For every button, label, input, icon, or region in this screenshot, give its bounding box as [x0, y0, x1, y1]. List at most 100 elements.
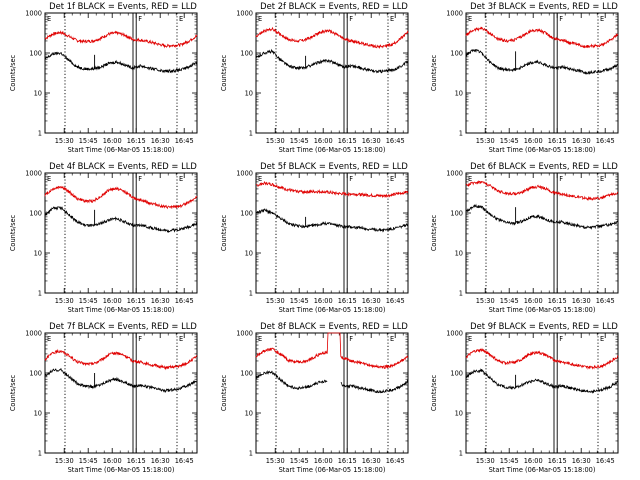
corner-label: E — [258, 15, 262, 23]
x-tick-label: 15:45 — [79, 457, 98, 465]
y-tick-label: 10 — [455, 250, 463, 258]
corner-label: E — [468, 335, 472, 343]
x-tick-label: 15:30 — [476, 457, 495, 465]
x-tick-label: 16:45 — [596, 457, 615, 465]
y-axis-label: Counts/sec — [9, 214, 17, 251]
y-tick-label: 1 — [249, 130, 253, 138]
x-tick-label: 15:30 — [266, 137, 285, 145]
plot-frame — [465, 172, 619, 294]
detector-panel-3: Det 3f BLACK = Events, RED = LLD 1 10 100 10… — [430, 1, 619, 154]
x-axis-label: Start Time (06-Mar-05 15:18:00) — [68, 306, 175, 314]
detector-panel-4: Det 4f BLACK = Events, RED = LLD 1 10 100 10… — [9, 161, 198, 314]
x-tick-label: 15:45 — [500, 297, 519, 305]
x-tick-label: 16:45 — [596, 137, 615, 145]
marker-label: F — [138, 15, 142, 23]
x-tick-label: 15:45 — [79, 297, 98, 305]
x-tick-label: 16:15 — [338, 457, 357, 465]
y-tick-label: 1000 — [446, 330, 463, 338]
marker-label: E — [179, 335, 183, 343]
x-tick-label: 16:00 — [524, 457, 543, 465]
corner-label: E — [258, 175, 262, 183]
marker-label: F — [138, 175, 142, 183]
y-tick-label: 1 — [459, 450, 463, 458]
plot-frame — [44, 332, 198, 454]
y-tick-label: 10 — [455, 90, 463, 98]
x-axis-label: Start Time (06-Mar-05 15:18:00) — [68, 466, 175, 474]
x-tick-label: 16:30 — [572, 297, 591, 305]
y-tick-label: 1000 — [236, 10, 253, 18]
detector-panel-5: Det 5f BLACK = Events, RED = LLD 1 10 100 10… — [220, 161, 409, 314]
x-tick-label: 15:30 — [55, 457, 74, 465]
marker-label: E — [179, 15, 183, 23]
y-tick-label: 100 — [450, 50, 463, 58]
events-line — [44, 206, 198, 233]
y-tick-label: 100 — [240, 210, 253, 218]
x-axis-label: Start Time (06-Mar-05 15:18:00) — [489, 306, 596, 314]
lld-line — [44, 348, 197, 371]
marker-label: E — [600, 15, 604, 23]
marker-label: F — [349, 335, 353, 343]
x-axis-label: Start Time (06-Mar-05 15:18:00) — [489, 466, 596, 474]
x-tick-label: 16:00 — [314, 137, 333, 145]
plot-frame — [255, 332, 409, 454]
x-tick-label: 16:15 — [127, 137, 146, 145]
detector-panel-1: Det 1f BLACK = Events, RED = LLD 1 10 100 10… — [9, 1, 198, 154]
x-tick-label: 15:30 — [55, 297, 74, 305]
y-tick-label: 1000 — [25, 330, 42, 338]
y-tick-label: 1000 — [236, 330, 253, 338]
events-line — [44, 368, 198, 394]
y-axis-label: Counts/sec — [9, 374, 17, 411]
x-tick-label: 15:30 — [476, 137, 495, 145]
x-tick-label: 15:45 — [290, 297, 309, 305]
plot-frame — [465, 12, 619, 134]
y-axis-label: Counts/sec — [220, 54, 228, 91]
x-axis-label: Start Time (06-Mar-05 15:18:00) — [279, 306, 386, 314]
x-tick-label: 16:00 — [314, 297, 333, 305]
y-tick-label: 100 — [29, 50, 42, 58]
lld-line — [465, 347, 619, 370]
corner-label: E — [468, 175, 472, 183]
x-axis-label: Start Time (06-Mar-05 15:18:00) — [279, 466, 386, 474]
y-tick-label: 100 — [29, 370, 42, 378]
x-tick-label: 15:45 — [79, 137, 98, 145]
marker-label: E — [390, 335, 394, 343]
marker-label: E — [600, 335, 604, 343]
y-tick-label: 1000 — [446, 170, 463, 178]
x-tick-label: 16:45 — [175, 297, 194, 305]
x-tick-label: 16:45 — [386, 457, 405, 465]
x-axis-label: Start Time (06-Mar-05 15:18:00) — [68, 146, 175, 154]
y-tick-label: 10 — [245, 250, 253, 258]
plot-frame — [44, 172, 198, 294]
y-axis-label: Counts/sec — [220, 374, 228, 411]
y-tick-label: 1000 — [25, 170, 42, 178]
panel-title: Det 7f BLACK = Events, RED = LLD — [49, 321, 197, 331]
x-tick-label: 15:30 — [476, 297, 495, 305]
y-tick-label: 100 — [450, 370, 463, 378]
events-line — [465, 203, 619, 230]
detector-panel-2: Det 2f BLACK = Events, RED = LLD 1 10 100 10… — [220, 1, 409, 154]
panel-title: Det 3f BLACK = Events, RED = LLD — [470, 1, 618, 11]
x-tick-label: 16:30 — [572, 137, 591, 145]
lld-line — [465, 26, 619, 49]
y-tick-label: 10 — [34, 90, 42, 98]
x-tick-label: 16:15 — [338, 137, 357, 145]
panel-title: Det 6f BLACK = Events, RED = LLD — [470, 161, 618, 171]
lld-line — [255, 26, 409, 50]
x-tick-label: 15:45 — [290, 457, 309, 465]
x-tick-label: 15:30 — [266, 297, 285, 305]
y-axis-label: Counts/sec — [220, 214, 228, 251]
panel-title: Det 9f BLACK = Events, RED = LLD — [470, 321, 618, 331]
detector-panel-9: Det 9f BLACK = Events, RED = LLD 1 10 100 10… — [430, 321, 619, 474]
y-tick-label: 1 — [38, 450, 42, 458]
y-axis-label: Counts/sec — [430, 374, 438, 411]
marker-label: F — [559, 175, 563, 183]
y-tick-label: 1000 — [236, 170, 253, 178]
lld-line — [256, 180, 409, 199]
events-line — [465, 368, 619, 394]
x-tick-label: 15:30 — [266, 457, 285, 465]
detector-panel-8: Det 8f BLACK = Events, RED = LLD 1 10 100 10… — [220, 321, 409, 474]
y-tick-label: 10 — [245, 410, 253, 418]
y-tick-label: 10 — [34, 250, 42, 258]
marker-label: E — [179, 175, 183, 183]
